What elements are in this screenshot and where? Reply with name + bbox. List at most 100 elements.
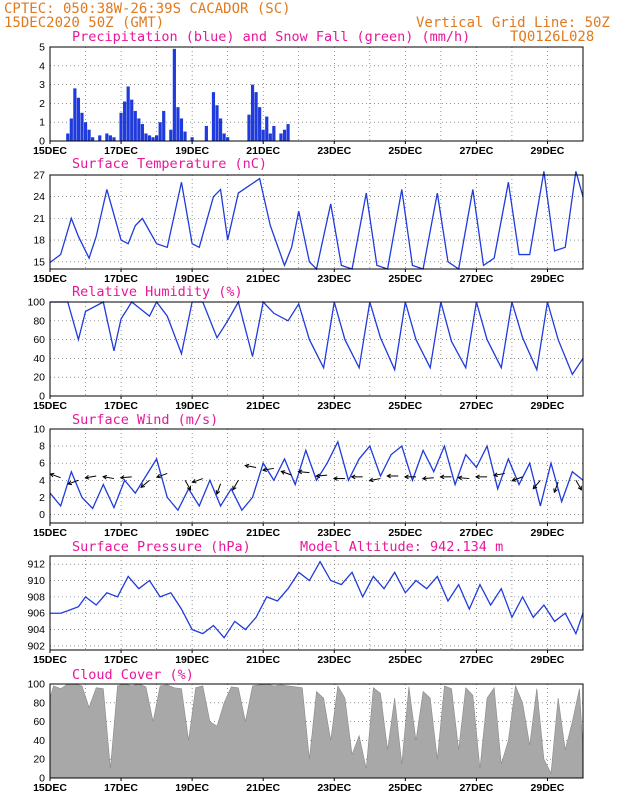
wind-arrow-head [492,472,498,478]
x-tick-label: 17DEC [104,654,138,666]
x-tick-label: 27DEC [459,654,493,666]
wind-arrow-shaft [298,471,310,474]
precip-bar [66,133,70,141]
wind-arrow-head [280,470,286,475]
y-tick-label: 100 [27,297,45,309]
y-tick-label: 4 [39,60,45,72]
x-tick-label: 17DEC [104,527,138,539]
wind-arrow-shaft [532,479,541,490]
wind-arrow-shaft [422,477,434,480]
precip-bar [250,84,255,141]
y-tick-label: 15 [33,256,45,268]
wind-title: Surface Wind (m/s) [72,412,218,428]
wind-arrow-shaft [85,475,97,479]
precip-bar [130,99,134,141]
wind-arrow-shaft [281,470,292,476]
precip-bar [155,135,159,141]
x-tick-label: 15DEC [33,400,67,412]
panel-frame [49,174,584,270]
precip-bar [222,133,226,141]
wind-arrow-shaft [120,476,132,479]
wind-arrow-shaft [262,467,274,471]
precip-bar [211,92,216,141]
precip-bar [133,110,137,141]
pressure-panel: Surface Pressure (hPa) Model Altitude: 9… [27,539,584,666]
precip-bar [80,112,84,141]
x-tick-label: 21DEC [246,400,280,412]
precip-bar [83,122,88,141]
y-tick-label: 3 [39,79,45,91]
precipitation-title: Precipitation (blue) and Snow Fall (gree… [72,29,470,45]
wind-arrow-shaft [67,479,79,485]
precip-bar [147,135,152,141]
precip-bar [73,88,77,141]
x-tick-label: 21DEC [246,782,280,794]
wind-arrow-head [261,467,267,472]
wind-arrow-head [186,485,192,491]
x-tick-label: 21DEC [246,145,280,157]
y-tick-label: 0 [39,391,45,403]
wind-arrow-head [191,478,197,484]
y-tick-label: 908 [27,591,45,603]
x-tick-label: 25DEC [388,273,422,285]
cloud-cover-area [49,683,584,779]
x-tick-label: 15DEC [33,782,67,794]
header-model-code: TQ0126L028 [510,29,594,45]
y-tick-label: 27 [33,170,45,182]
precip-bar [268,133,272,141]
y-tick-label: 0 [39,136,45,148]
wind-arrow-head [67,480,73,486]
precip-bar [123,101,127,141]
x-tick-label: 23DEC [317,145,351,157]
wind-arrow-head [532,484,538,490]
wind-arrow-head [155,473,161,479]
precip-bar [218,118,223,141]
x-tick-label: 29DEC [531,273,565,285]
precip-bar [140,124,144,141]
x-tick-label: 15DEC [33,654,67,666]
x-tick-label: 23DEC [317,273,351,285]
temperature-title: Surface Temperature (nC) [72,156,267,172]
x-tick-label: 19DEC [175,400,209,412]
humidity-title: Relative Humidity (%) [72,284,243,300]
precip-bar [137,118,141,141]
wind-arrow-shaft [316,474,328,477]
x-tick-label: 21DEC [246,273,280,285]
precip-bar [247,114,251,141]
y-tick-label: 910 [27,575,45,587]
precip-bar [176,107,180,141]
wind-arrow-head [368,477,374,483]
header-run-date: 15DEC2020 50Z (GMT) [4,15,164,31]
precip-bar [226,137,230,141]
y-tick-label: 4 [39,475,45,487]
wind-arrow-shaft [493,472,505,476]
y-tick-label: 40 [33,353,45,365]
x-tick-label: 21DEC [246,527,280,539]
x-tick-label: 27DEC [459,400,493,412]
y-tick-label: 2 [39,492,45,504]
precip-bar [126,86,130,141]
precip-bar [282,129,287,141]
x-tick-label: 23DEC [317,400,351,412]
x-tick-label: 25DEC [388,654,422,666]
humidity-panel: Relative Humidity (%) 0 20 40 60 80 100 15DEC 1… [27,284,584,412]
wind-arrow-head [315,473,321,479]
x-tick-label: 29DEC [531,654,565,666]
precip-bar [69,118,73,141]
header-station: CPTEC: 050:38W-26:39S CACADOR (SC) [4,1,291,17]
x-tick-label: 21DEC [246,654,280,666]
y-tick-label: 21 [33,213,45,225]
wind-arrow-head [140,483,146,489]
y-tick-label: 6 [39,458,45,470]
x-tick-label: 17DEC [104,145,138,157]
y-tick-label: 912 [27,559,45,571]
panel-frame [49,683,584,779]
x-tick-label: 19DEC [175,782,209,794]
y-tick-label: 0 [39,773,45,785]
x-tick-label: 25DEC [388,400,422,412]
wind-arrow-head [350,474,356,480]
x-tick-label: 19DEC [175,527,209,539]
wind-arrow-head [244,463,250,469]
x-tick-label: 17DEC [104,400,138,412]
